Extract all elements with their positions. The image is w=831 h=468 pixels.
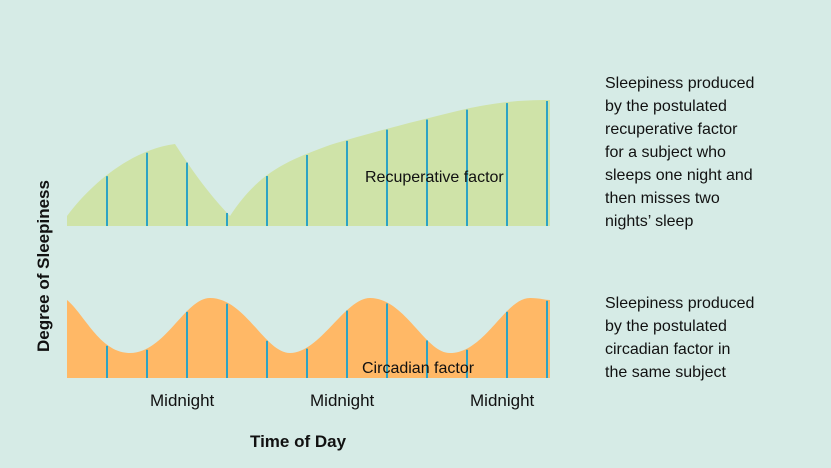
- annotation-line: Sleepiness produced: [605, 295, 755, 312]
- annotation-line: sleeps one night and: [605, 167, 753, 184]
- annotation-line: Sleepiness produced: [605, 75, 755, 92]
- x-axis-label: Time of Day: [250, 432, 347, 451]
- x-tick-label: Midnight: [470, 391, 535, 410]
- recuperative-markers: [106, 101, 548, 226]
- recuperative-factor-label: Recuperative factor: [365, 169, 504, 186]
- annotation-line: for a subject who: [605, 144, 726, 161]
- recuperative-area: [67, 100, 550, 226]
- annotation-line: nights’ sleep: [605, 213, 694, 230]
- circadian-area: [67, 298, 550, 378]
- annotation-line: by the postulated: [605, 98, 727, 115]
- annotation-line: then misses two: [605, 190, 720, 207]
- x-tick-label: Midnight: [310, 391, 375, 410]
- recuperative-annotation: Sleepiness produced by the postulated recu…: [605, 72, 827, 233]
- annotation-line: the same subject: [605, 364, 726, 381]
- annotation-line: recuperative factor: [605, 121, 738, 138]
- y-axis-label: Degree of Sleepiness: [34, 180, 53, 352]
- annotation-line: circadian factor in: [605, 341, 731, 358]
- x-tick-label: Midnight: [150, 391, 215, 410]
- circadian-markers: [106, 300, 548, 378]
- circadian-factor-label: Circadian factor: [362, 360, 475, 377]
- annotation-line: by the postulated: [605, 318, 727, 335]
- circadian-annotation: Sleepiness produced by the postulated circ…: [605, 292, 827, 384]
